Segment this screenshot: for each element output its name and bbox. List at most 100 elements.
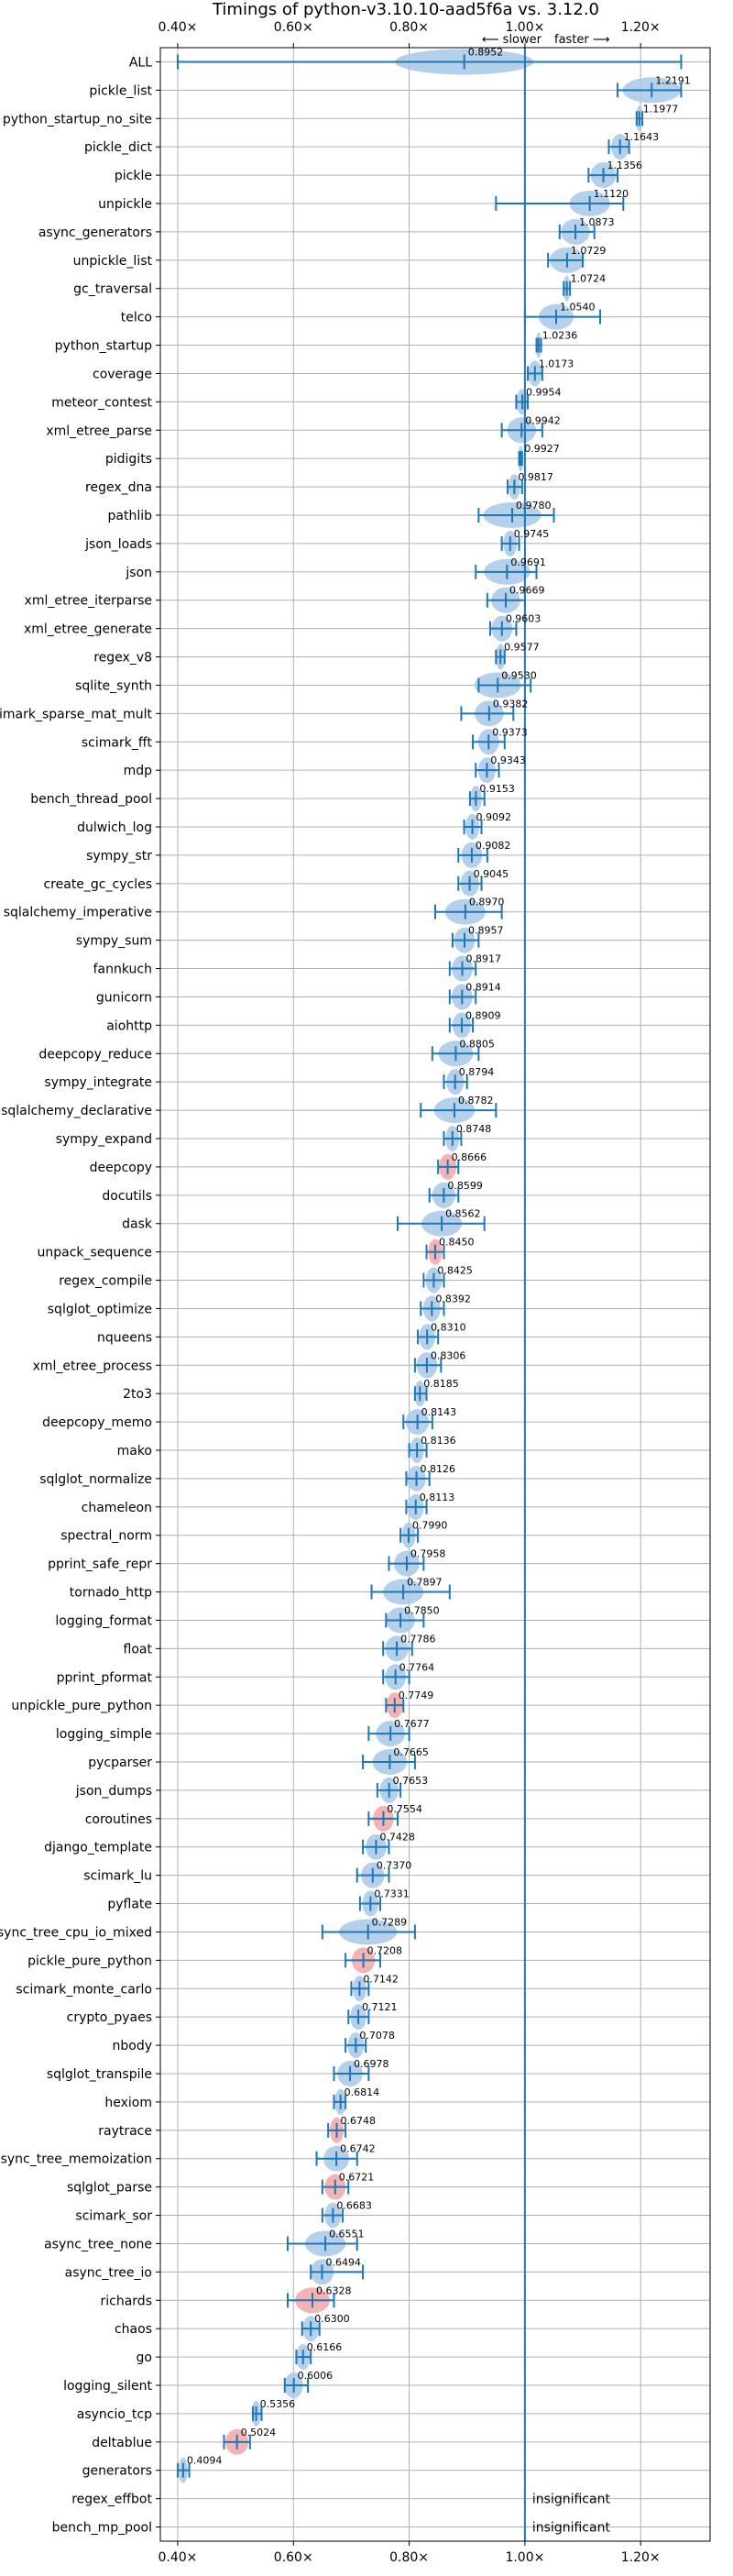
benchmark-label: json_loads [84,537,152,552]
mean-value-label: 0.8113 [420,1492,455,1503]
mean-value-label: 0.9373 [492,726,528,738]
mean-value-label: 0.7554 [387,1803,422,1815]
x-tick-label-top: 1.00× [505,20,544,35]
benchmark-label: json_dumps [75,1784,152,1799]
benchmark-label: async_tree_cpu_io_mixed [0,1925,152,1940]
benchmark-label: pickle_dict [84,140,153,155]
benchmark-label: generators [82,2464,152,2479]
mean-value-label: 0.8748 [456,1123,492,1135]
benchmark-label: regex_v8 [93,651,152,666]
benchmark-label: scimark_monte_carlo [16,1982,152,1997]
mean-value-label: 0.9942 [525,414,561,426]
mean-value-label: 0.9745 [514,528,550,540]
benchmark-label: logging_simple [56,1727,152,1742]
benchmark-label: raytrace [98,2124,152,2139]
benchmark-label: hexiom [104,2096,152,2110]
benchmark-label: scimark_sor [75,2209,152,2224]
faster-label: faster ⟶ [554,33,610,47]
benchmark-label: unpickle_list [73,254,153,269]
benchmark-label: logging_format [55,1613,152,1628]
benchmark-label: sympy_integrate [44,1075,152,1090]
benchmark-label: sqlglot_optimize [48,1302,152,1316]
mean-value-label: 0.7121 [362,2001,398,2013]
mean-value-label: 0.6551 [329,2228,365,2240]
mean-value-label: 1.0236 [542,330,578,342]
benchmark-label: pickle_list [89,83,152,98]
mean-value-label: 0.8599 [447,1180,483,1192]
benchmark-label: xml_etree_iterparse [25,594,152,609]
benchmark-label: richards [101,2294,153,2308]
mean-value-label: 0.9603 [506,613,542,625]
mean-value-label: 0.6006 [298,2370,334,2382]
x-tick-label-bottom: 0.80× [389,2550,429,2565]
benchmark-label: coroutines [85,1812,152,1827]
benchmark-label: mako [117,1444,152,1459]
mean-value-label: 1.0724 [571,273,607,285]
benchmark-label: unpickle [98,197,152,212]
mean-value-label: 0.7428 [379,1832,415,1844]
benchmark-label: scimark_lu [83,1869,152,1884]
mean-value-label: 0.8957 [468,925,504,937]
mean-value-label: 0.7897 [407,1577,443,1589]
benchmark-label: coverage [93,367,152,381]
benchmark-label: deltablue [92,2436,152,2450]
mean-value-label: 0.8143 [421,1406,457,1418]
benchmark-label: async_tree_memoization [0,2152,152,2167]
mean-value-label: 0.9927 [524,443,560,455]
value-labels: 0.8952 1.2191 1.1977 1.1643 1.1356 1.1120 1.08… [187,46,691,2535]
mean-value-label: 0.9343 [490,754,526,766]
mean-value-label: 0.9577 [504,642,540,654]
benchmark-label: json [125,566,152,580]
benchmark-label: aiohttp [106,1018,152,1033]
benchmark-label: python_startup [55,339,152,354]
benchmark-label: unpickle_pure_python [11,1699,152,1713]
benchmark-label: pickle [115,169,152,183]
benchmark-label: deepcopy [90,1161,152,1175]
mean-value-label: 0.6721 [339,2172,375,2184]
insignificant-label: insignificant [532,2521,611,2536]
mean-value-label: 1.1643 [624,131,660,143]
mean-value-label: 0.8970 [469,897,505,908]
benchmark-label: ALL [129,55,152,70]
mean-value-label: 0.8782 [458,1095,493,1106]
benchmark-label: async_tree_io [65,2265,152,2280]
benchmark-label: sympy_str [86,849,152,864]
violins [178,49,681,2483]
mean-value-label: 0.7289 [372,1916,408,1928]
mean-value-label: 0.9691 [510,556,546,568]
mean-value-label: 1.0729 [571,245,607,257]
mean-value-label: 0.9530 [501,669,537,681]
benchmark-label: docutils [102,1189,152,1204]
x-tick-label-bottom: 1.00× [505,2550,544,2565]
chart-title: Timings of python-v3.10.10-aad5f6a vs. 3… [212,0,599,19]
benchmark-label: python_startup_no_site [3,112,152,127]
benchmark-label: pycparser [88,1756,152,1770]
mean-value-label: 0.5356 [260,2398,296,2410]
row-labels: ALL pickle_list python_startup_no_sitepick… [0,55,153,2535]
benchmark-label: async_generators [38,226,152,240]
whiskers [176,54,683,2478]
x-tick-label-top: 0.60× [274,20,313,35]
mean-value-label: 0.6300 [314,2313,350,2325]
benchmark-label: create_gc_cycles [43,877,152,892]
benchmark-label: telco [121,311,152,325]
benchmark-label: deepcopy_memo [42,1415,152,1430]
benchmark-label: sqlite_synth [75,678,152,693]
benchmark-label: sqlglot_parse [67,2181,152,2196]
mean-value-label: 0.8952 [468,46,504,58]
benchmark-label: async_tree_none [44,2237,152,2251]
mean-value-label: 0.8136 [421,1435,456,1447]
benchmark-label: crypto_pyaes [67,2010,152,2025]
benchmark-label: sqlalchemy_declarative [1,1104,152,1118]
mean-value-label: 0.8805 [459,1038,494,1050]
x-tick-label-bottom: 1.20× [621,2550,661,2565]
benchmark-label: dask [122,1217,153,1232]
benchmark-label: float [124,1642,153,1657]
mean-value-label: 0.7665 [393,1746,429,1758]
benchmark-label: gc_traversal [73,282,152,297]
mean-value-label: 0.8794 [459,1066,495,1078]
mean-value-label: 0.6814 [345,2086,380,2098]
benchmark-label: mdp [124,764,153,778]
benchmark-label: regex_dna [85,480,152,495]
x-tick-label-top: 1.20× [621,20,661,35]
